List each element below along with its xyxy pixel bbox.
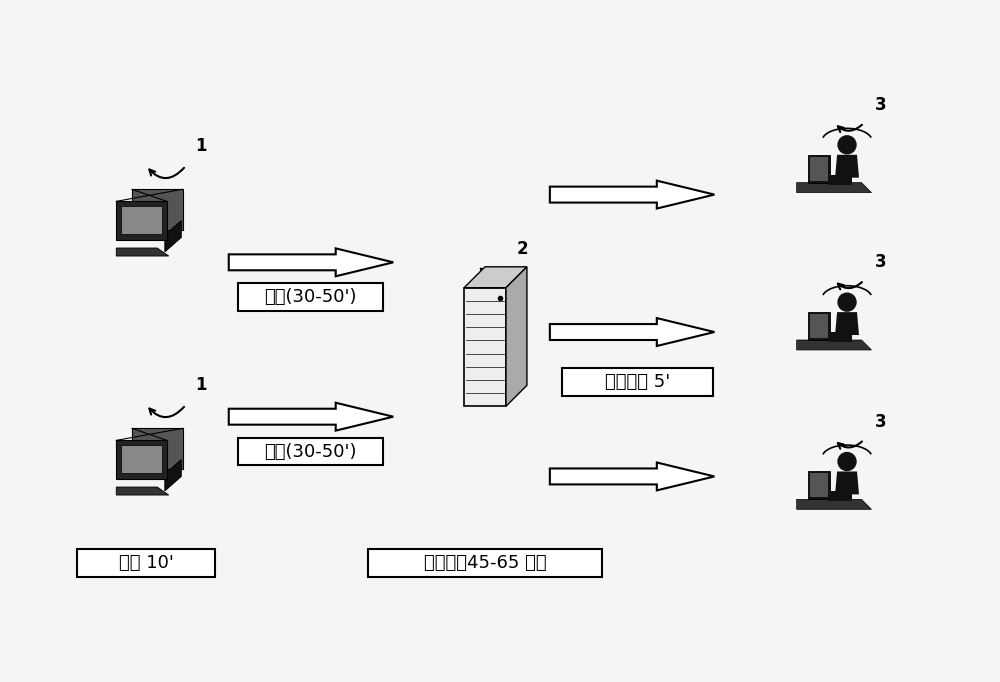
FancyBboxPatch shape: [464, 288, 506, 406]
Polygon shape: [121, 445, 162, 473]
Text: 上传(30-50'): 上传(30-50'): [264, 443, 357, 460]
Polygon shape: [810, 314, 828, 338]
FancyBboxPatch shape: [77, 549, 215, 577]
Text: 总时间：45-65 分钟: 总时间：45-65 分钟: [424, 554, 546, 572]
Polygon shape: [835, 312, 859, 335]
Text: 3: 3: [875, 96, 887, 114]
Polygon shape: [550, 318, 714, 346]
Polygon shape: [229, 248, 393, 276]
Polygon shape: [132, 190, 183, 231]
Polygon shape: [464, 267, 527, 288]
Polygon shape: [229, 403, 393, 430]
Polygon shape: [550, 181, 714, 209]
Polygon shape: [116, 201, 167, 240]
Circle shape: [838, 453, 856, 471]
Polygon shape: [835, 155, 859, 178]
Polygon shape: [829, 175, 852, 185]
Polygon shape: [808, 471, 830, 499]
Polygon shape: [797, 499, 871, 509]
Polygon shape: [550, 462, 714, 490]
Polygon shape: [165, 220, 181, 252]
Polygon shape: [116, 248, 169, 256]
Polygon shape: [116, 487, 169, 495]
Text: 1: 1: [195, 376, 207, 394]
Text: 数据处理 5': 数据处理 5': [605, 373, 670, 391]
Text: 3: 3: [875, 413, 887, 430]
Text: 2: 2: [517, 240, 529, 258]
Polygon shape: [506, 267, 527, 406]
Polygon shape: [121, 206, 162, 233]
FancyBboxPatch shape: [368, 549, 602, 577]
Polygon shape: [797, 183, 871, 192]
Polygon shape: [797, 340, 871, 350]
Polygon shape: [808, 155, 830, 183]
Text: 1: 1: [195, 137, 207, 155]
Text: 上传(30-50'): 上传(30-50'): [264, 288, 357, 306]
Polygon shape: [829, 332, 852, 342]
Polygon shape: [810, 157, 828, 181]
Text: 3: 3: [875, 253, 887, 271]
FancyBboxPatch shape: [562, 368, 713, 396]
Polygon shape: [829, 492, 852, 501]
Polygon shape: [810, 473, 828, 497]
Polygon shape: [132, 428, 183, 469]
Text: 扫描 10': 扫描 10': [119, 554, 173, 572]
Polygon shape: [835, 471, 859, 494]
Circle shape: [838, 293, 856, 311]
FancyBboxPatch shape: [238, 283, 383, 311]
Circle shape: [838, 136, 856, 153]
Polygon shape: [165, 460, 181, 491]
FancyBboxPatch shape: [238, 438, 383, 466]
Polygon shape: [116, 441, 167, 479]
Polygon shape: [808, 312, 830, 340]
